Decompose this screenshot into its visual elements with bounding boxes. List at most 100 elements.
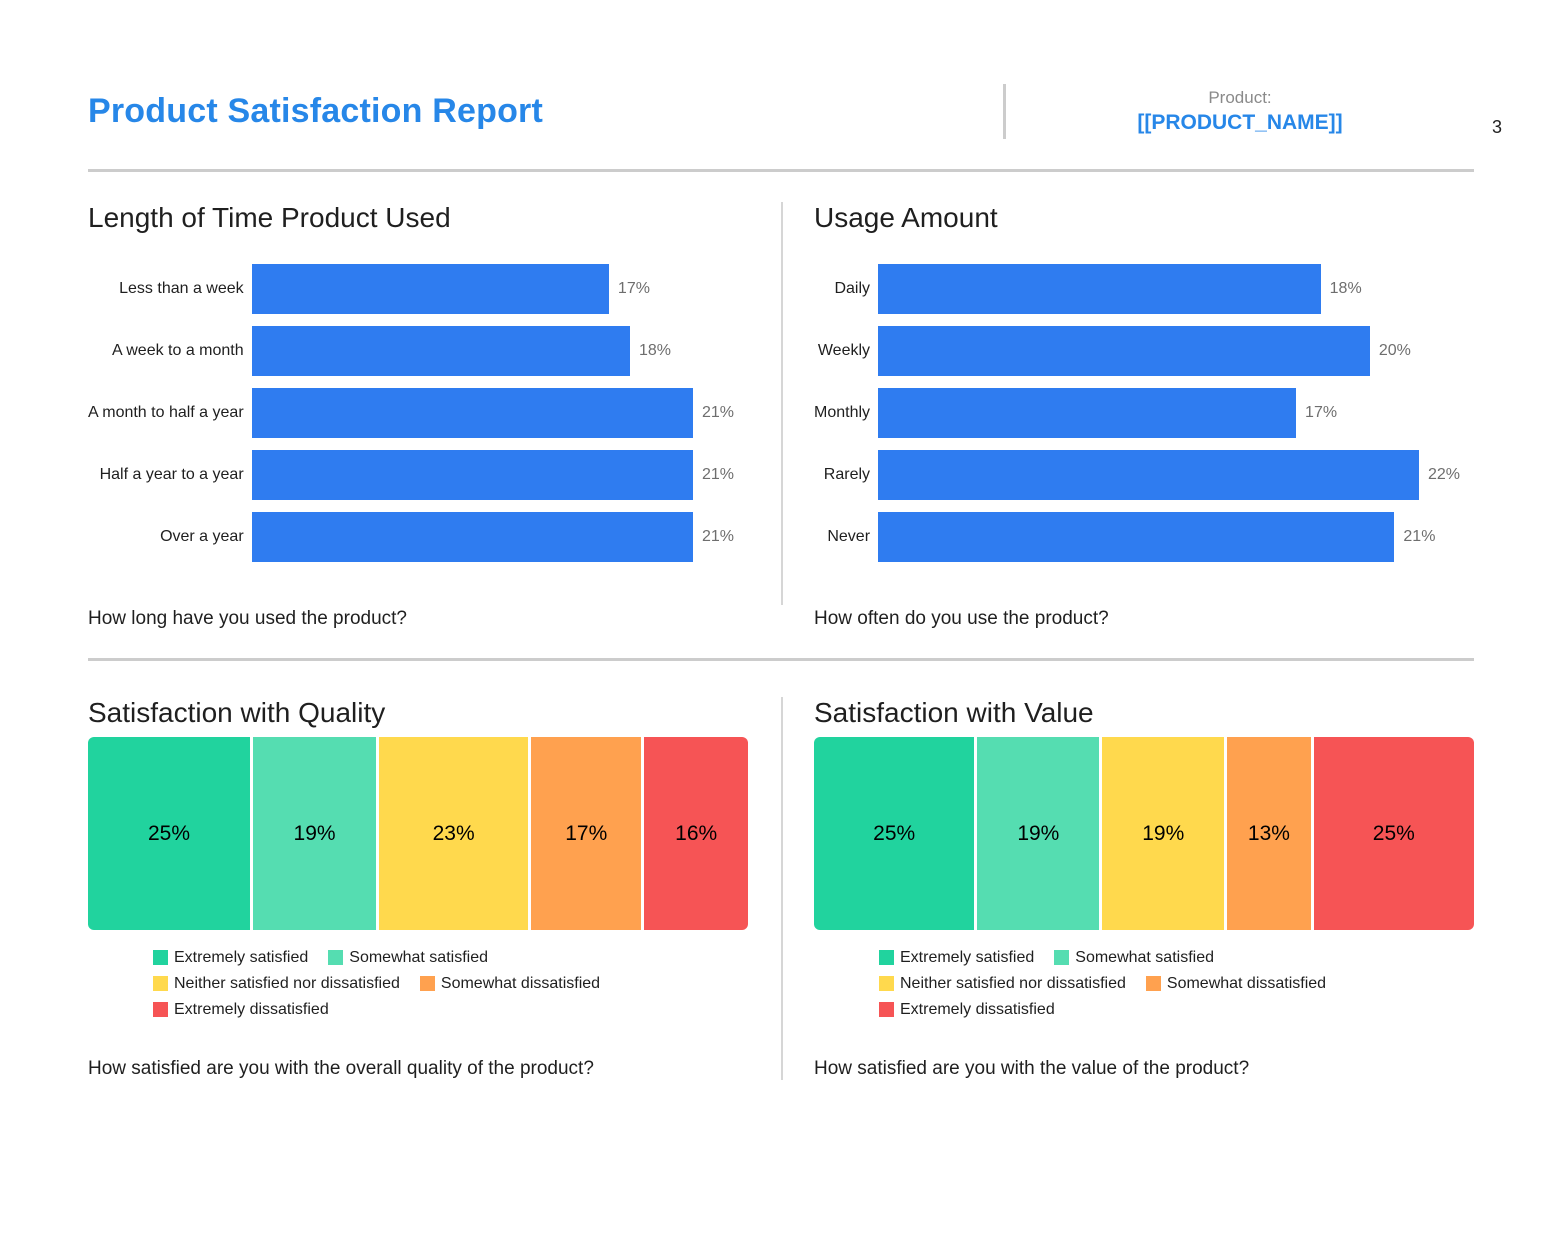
chart-title: Usage Amount <box>814 202 998 233</box>
bar: 21% <box>251 450 734 500</box>
bar-track: 21% <box>251 450 734 500</box>
segment-label: 13% <box>1247 821 1290 845</box>
chart-title: Satisfaction with Value <box>814 697 1094 728</box>
category-label: Monthly <box>814 404 871 421</box>
report-header: Product Satisfaction Report Product: [[P… <box>88 84 1474 139</box>
bar: 21% <box>251 388 734 438</box>
category-label: Daily <box>834 280 871 297</box>
satisfaction-value-stacked-bar: 25% 19% 19% 13% 25% <box>814 737 1474 930</box>
value-label: 18% <box>638 342 671 359</box>
legend-swatch-icon <box>879 976 894 991</box>
value-label: 21% <box>1403 528 1436 545</box>
bar-track: 21% <box>251 512 734 562</box>
segment-label: 23% <box>432 821 475 845</box>
legend-row: Extremely dissatisfied <box>879 998 1474 1024</box>
column-divider <box>781 202 783 605</box>
stack-segment: 16% <box>644 737 748 930</box>
stack-segment: 19% <box>1102 737 1225 930</box>
header-divider <box>88 169 1474 172</box>
stack-segment: 25% <box>1313 737 1474 930</box>
section-divider <box>88 658 1474 661</box>
chart-legend: Extremely satisfied Somewhat satisfied Nei… <box>879 946 1474 1024</box>
legend-row: Extremely dissatisfied <box>153 998 748 1024</box>
category-label: A month to half a year <box>88 404 244 421</box>
segment-label: 25% <box>147 821 191 845</box>
segment-label: 25% <box>1372 821 1415 845</box>
product-label: Product: <box>1208 88 1272 107</box>
chart-question: How often do you use the product? <box>814 608 1109 629</box>
bottom-chart-row: Satisfaction with Quality 25% 19% 23% 17% 16… <box>88 697 1474 1080</box>
bar-track: 20% <box>878 326 1419 376</box>
legend-swatch-icon <box>1054 950 1070 965</box>
satisfaction-quality-section: Satisfaction with Quality 25% 19% 23% 17% 16… <box>88 697 781 1080</box>
value-label: 21% <box>702 466 735 483</box>
legend-swatch-icon <box>328 950 344 965</box>
legend-item: Neither satisfied nor dissatisfied <box>879 972 1126 995</box>
chart-title: Satisfaction with Quality <box>88 697 386 728</box>
legend-label: Somewhat dissatisfied <box>440 975 601 992</box>
legend-swatch-icon <box>153 1002 168 1017</box>
length-of-time-bar-chart: Less than a week 17% A week to a month 18% A… <box>88 264 748 562</box>
value-label: 17% <box>617 280 650 297</box>
segment-label: 19% <box>1142 821 1185 845</box>
bar: 22% <box>878 450 1460 500</box>
chart-title: Length of Time Product Used <box>88 202 451 233</box>
bar: 21% <box>878 512 1435 562</box>
legend-item: Extremely dissatisfied <box>153 998 329 1021</box>
segment-label: 19% <box>1017 821 1060 845</box>
legend-label: Extremely satisfied <box>174 949 309 966</box>
segment-label: 16% <box>675 821 718 845</box>
stack-segment: 25% <box>814 737 975 930</box>
bar-track: 21% <box>878 512 1435 562</box>
bar-track: 17% <box>878 388 1419 438</box>
bar-track: 21% <box>251 388 734 438</box>
legend-label: Extremely satisfied <box>900 949 1035 966</box>
stack-segment: 23% <box>379 737 529 930</box>
legend-item: Extremely satisfied <box>879 946 1034 969</box>
page-number: 3 <box>1491 117 1502 137</box>
category-label: Rarely <box>823 466 871 483</box>
legend-label: Neither satisfied nor dissatisfied <box>174 975 400 992</box>
stack-segment: 19% <box>253 737 377 930</box>
stack-segment: 13% <box>1227 737 1311 930</box>
chart-legend: Extremely satisfied Somewhat satisfied Nei… <box>153 946 748 1024</box>
value-label: 22% <box>1428 466 1461 483</box>
bar-track: 18% <box>878 264 1419 314</box>
legend-swatch-icon <box>153 976 168 991</box>
stack-segment: 25% <box>88 737 250 930</box>
legend-item: Somewhat satisfied <box>328 946 488 969</box>
bar-track: 18% <box>251 326 693 376</box>
chart-question: How satisfied are you with the overall q… <box>88 1058 594 1079</box>
legend-label: Somewhat dissatisfied <box>1166 975 1327 992</box>
segment-label: 25% <box>873 821 916 845</box>
bar: 20% <box>878 326 1411 376</box>
segment-label: 19% <box>293 821 336 845</box>
category-label: Half a year to a year <box>99 466 244 483</box>
bar: 18% <box>878 264 1362 314</box>
bar: 17% <box>878 388 1337 438</box>
legend-item: Somewhat satisfied <box>1054 946 1214 969</box>
legend-item: Somewhat dissatisfied <box>1145 972 1327 995</box>
legend-swatch-icon <box>1145 976 1161 991</box>
legend-swatch-icon <box>879 950 894 965</box>
chart-question: How long have you used the product? <box>88 608 407 629</box>
legend-row: Neither satisfied nor dissatisfied Somewh… <box>879 972 1474 998</box>
top-chart-row: Length of Time Product Used Less than a … <box>88 202 1474 630</box>
legend-row: Extremely satisfied Somewhat satisfied <box>153 946 748 972</box>
bar: 21% <box>251 512 734 562</box>
legend-swatch-icon <box>879 1002 894 1017</box>
legend-item: Extremely dissatisfied <box>879 998 1055 1021</box>
stack-segment: 19% <box>977 737 1100 930</box>
legend-item: Somewhat dissatisfied <box>419 972 601 995</box>
product-name: [[PRODUCT_NAME]] <box>1137 111 1343 134</box>
satisfaction-quality-stacked-bar: 25% 19% 23% 17% 16% <box>88 737 748 930</box>
legend-row: Neither satisfied nor dissatisfied Somewh… <box>153 972 748 998</box>
value-label: 21% <box>702 528 735 545</box>
column-divider <box>781 697 783 1080</box>
bar-track: 22% <box>878 450 1460 500</box>
usage-amount-bar-chart: Daily 18% Weekly 20% Monthly 17% Rarely 22% Neve… <box>814 264 1474 562</box>
stack-segment: 17% <box>531 737 642 930</box>
value-label: 21% <box>702 404 735 421</box>
category-label: Weekly <box>817 342 871 359</box>
legend-label: Extremely dissatisfied <box>174 1001 329 1018</box>
